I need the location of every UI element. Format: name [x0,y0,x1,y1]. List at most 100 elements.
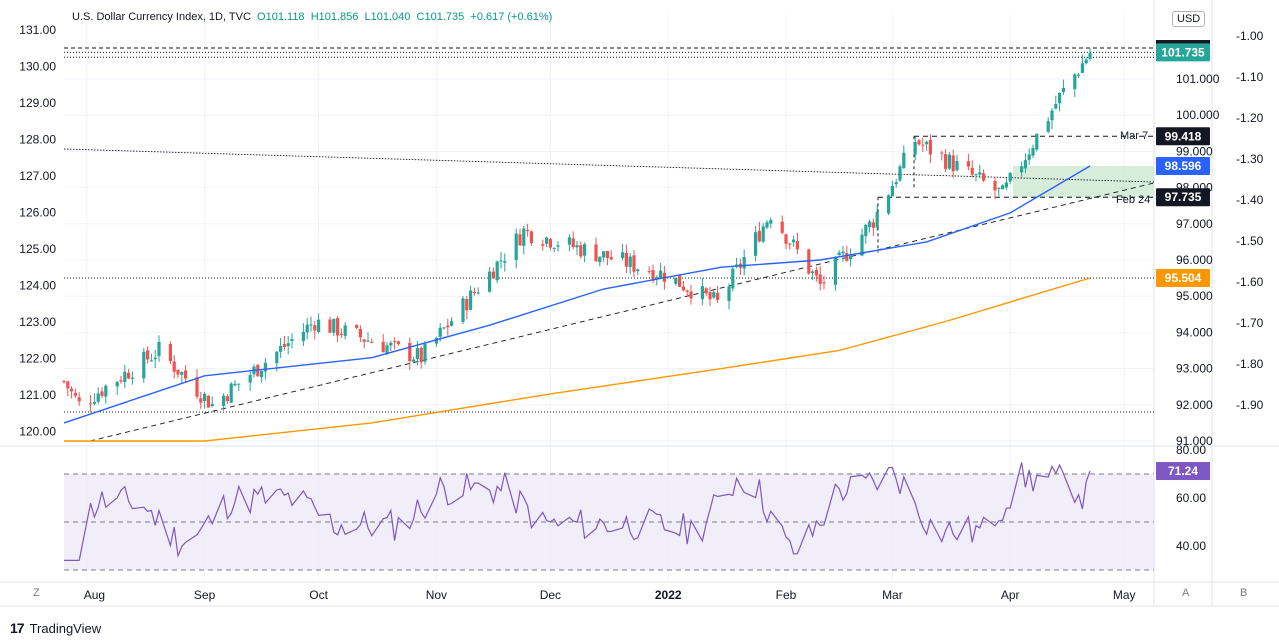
rsi-axis-tick: 40.00 [1176,539,1206,553]
candle-down [370,341,374,343]
ohlc-low: L101.040 [364,11,411,23]
candle-up [674,277,678,284]
candle-up [1004,182,1008,188]
candle-down [788,243,792,245]
x-axis-tick: Aug [84,588,105,602]
candle-up [894,182,898,185]
left-axis-tick: 127.00 [19,169,56,183]
candle-down [184,370,188,379]
auto-scale-button[interactable]: A [1182,587,1190,599]
candle-up [210,404,214,407]
candle-up [1088,52,1092,59]
candle-up [142,351,146,379]
candle-up [792,239,796,243]
candle-up [997,187,1001,189]
candle-down [282,344,286,348]
right-axis-tick: -1.60 [1236,275,1264,289]
candle-up [290,339,294,342]
candle-up [499,260,503,262]
candle-up [761,226,765,242]
timezone-button[interactable]: Z [33,587,40,599]
right-axis-tick: -1.70 [1236,316,1264,330]
candle-down [951,155,955,172]
candle-down [225,396,229,402]
candle-down [339,333,343,335]
candle-down [70,388,74,392]
currency-button[interactable]: USD [1172,11,1206,27]
candle-up [621,252,625,259]
candle-down [393,340,397,342]
candle-down [871,222,875,228]
candle-up [286,343,290,347]
candle-up [438,327,442,337]
resistance-trendline [63,148,1155,183]
price-tag [1156,188,1210,207]
candle-down [66,381,70,389]
candle-down [62,381,66,383]
candle-down [541,244,545,246]
candle-down [579,245,583,257]
candle-up [947,154,951,169]
candle-up [1054,104,1058,109]
price-tag-text: 99.418 [1165,129,1202,143]
left-axis-tick: 123.00 [19,315,56,329]
candle-down [146,350,150,360]
candle-up [153,357,157,360]
b-button[interactable]: B [1240,587,1248,599]
candle-up [423,343,427,362]
candle-up [123,371,127,382]
tradingview-brand[interactable]: 17 TradingView [10,620,101,636]
candle-up [890,186,894,197]
right-axis-tick: -1.40 [1236,193,1264,207]
candle-down [944,154,948,169]
candle-up [849,255,853,260]
right-axis-tick: -1.50 [1236,234,1264,248]
candle-down [199,398,203,403]
left-axis-tick: 128.00 [19,133,56,147]
rsi-tag [1156,462,1210,481]
candle-down [73,393,77,396]
right-axis-tick: -1.90 [1236,398,1264,412]
price-labels: 101.735 99.418 98.596 97.735 95.504 71.24 [1156,40,1210,481]
candle-up [248,374,252,383]
candle-up [389,342,393,346]
rsi-line [64,462,1091,562]
candle-up [301,331,305,341]
candle-down [119,380,123,382]
candle-down [362,339,366,342]
candle-up [1027,154,1031,160]
price-axis-tick: 93.000 [1176,362,1213,376]
candle-down [651,270,655,281]
x-axis-tick: Feb [776,588,797,602]
price-tag [1156,157,1210,176]
candle-down [77,397,81,402]
candle-down [795,241,799,250]
candle-up [925,141,929,145]
candle-up [769,219,773,224]
price-axis-tick: 96.000 [1176,253,1213,267]
candle-down [940,152,944,154]
price-tag-text: 95.504 [1165,271,1202,285]
candle-down [195,377,199,397]
axes: 131.00 130.00 129.00 128.00 127.00 126.00 125.… [19,23,1263,602]
right-axis-tick: -1.30 [1236,152,1264,166]
candle-up [1001,185,1005,190]
candle-up [92,402,96,404]
candle-down [678,275,682,287]
candle-up [260,370,264,378]
price-axis-tick: 97.000 [1176,217,1213,231]
candle-up [1008,172,1012,182]
price-axis-tick: 99.000 [1176,144,1213,158]
candle-up [636,269,640,272]
candle-down [100,391,104,396]
candle-up [556,245,560,247]
candle-up [833,257,837,285]
candle-down [689,291,693,299]
candle-up [1020,166,1024,173]
annotation-label: Feb 24 [1116,194,1150,206]
candle-down [632,255,636,272]
candle-down [336,318,340,336]
candle-up [461,298,465,322]
rsi-axis-tick: 80.00 [1176,443,1206,457]
candle-up [450,321,454,326]
